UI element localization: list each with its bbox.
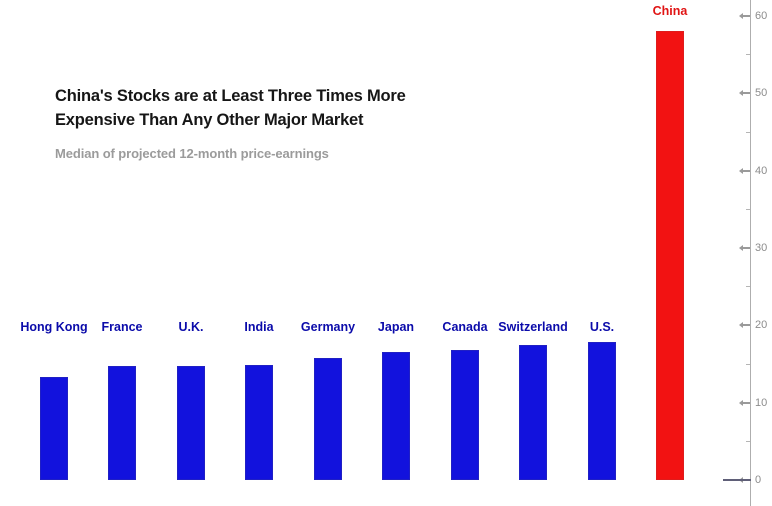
bar-label-canada: Canada xyxy=(442,320,488,334)
bar-label-hong-kong: Hong Kong xyxy=(20,320,88,334)
y-axis-tick-arrow-40 xyxy=(739,167,743,174)
y-axis-major-tick-30 xyxy=(742,247,750,249)
y-axis-major-tick-60 xyxy=(742,15,750,17)
bar-u-k xyxy=(177,366,205,480)
bar-label-switzerland: Switzerland xyxy=(498,320,568,334)
bar-china xyxy=(656,31,684,480)
y-axis-tick-label-0: 0 xyxy=(755,474,762,486)
y-axis-tick-label-50: 50 xyxy=(755,87,768,100)
chart-subtitle: Median of projected 12-month price-earni… xyxy=(55,146,329,161)
y-axis-tick-label-60: 60 xyxy=(755,10,768,22)
zero-baseline xyxy=(723,479,751,481)
y-axis-tick-label-10: 10 xyxy=(755,396,768,409)
y-axis-minor-tick-5 xyxy=(746,440,750,442)
bar-japan xyxy=(382,352,410,480)
y-axis-tick-label-30: 30 xyxy=(755,242,768,254)
bar-hong-kong xyxy=(40,377,68,480)
y-axis-tick-arrow-60 xyxy=(739,13,743,19)
y-axis-major-tick-10 xyxy=(742,401,750,404)
bar-canada xyxy=(451,350,479,480)
bar-label-u-k: U.K. xyxy=(178,320,204,334)
y-axis-minor-tick-15 xyxy=(746,363,750,365)
y-axis-tick-label-20: 20 xyxy=(755,319,768,332)
y-axis-major-tick-40 xyxy=(742,169,750,172)
bar-france xyxy=(108,366,136,480)
y-axis-minor-tick-55 xyxy=(746,54,750,56)
y-axis-minor-tick-35 xyxy=(746,208,750,210)
bar-label-france: France xyxy=(101,320,143,334)
y-axis-tick-arrow-50 xyxy=(739,90,743,97)
y-axis-line xyxy=(750,0,751,506)
bar-switzerland xyxy=(519,345,547,480)
y-axis-tick-label-40: 40 xyxy=(755,164,768,177)
bar-label-japan: Japan xyxy=(377,320,415,334)
bar-germany xyxy=(314,358,342,480)
y-axis-tick-arrow-30 xyxy=(739,245,743,251)
y-axis-major-tick-20 xyxy=(742,324,750,327)
bar-u-s xyxy=(588,342,616,480)
bar-india xyxy=(245,365,273,480)
chart-title-line2: Expensive Than Any Other Major Market xyxy=(55,111,364,129)
bar-label-germany: Germany xyxy=(300,320,356,334)
y-axis-minor-tick-25 xyxy=(746,286,750,288)
y-axis-tick-arrow-10 xyxy=(739,399,743,406)
y-axis-tick-arrow-20 xyxy=(739,322,743,329)
chart-title: China's Stocks are at Least Three Times … xyxy=(55,84,406,132)
bar-label-china: China xyxy=(652,4,688,18)
bar-label-india: India xyxy=(244,320,274,334)
y-axis-minor-tick-45 xyxy=(746,131,750,133)
chart-title-line1: China's Stocks are at Least Three Times … xyxy=(55,87,406,105)
y-axis-major-tick-50 xyxy=(742,92,750,95)
bar-label-u-s: U.S. xyxy=(589,320,615,334)
